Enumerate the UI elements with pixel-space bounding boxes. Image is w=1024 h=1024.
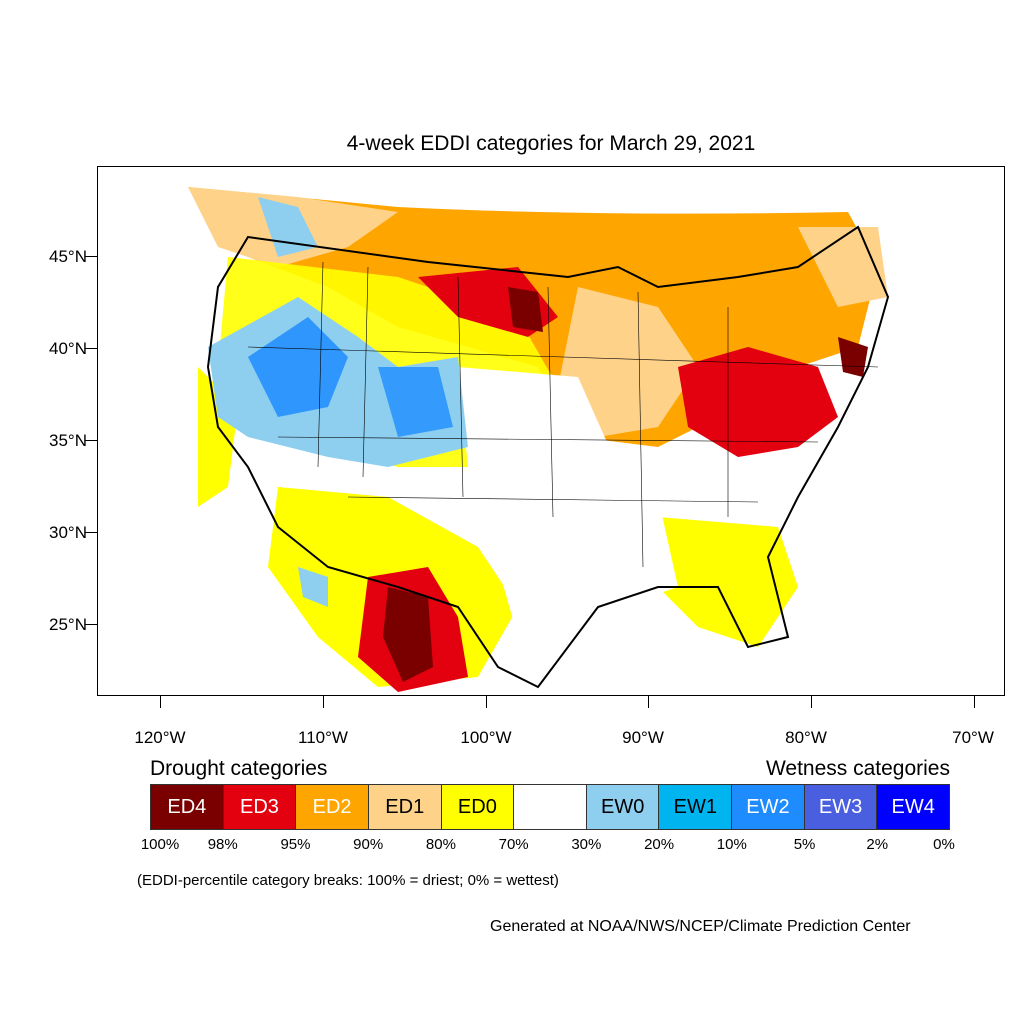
lat-tick (85, 532, 97, 533)
legend-box-ew3: EW3 (803, 784, 878, 830)
percentile-break-label: 100% (140, 836, 180, 853)
lat-label: 35°N (49, 431, 87, 450)
percentile-break-label: 5% (793, 836, 816, 853)
wetness-categories-heading: Wetness categories (765, 757, 950, 780)
percentile-break-label: 98% (207, 836, 238, 853)
percentile-break-label: 80% (425, 836, 456, 853)
lon-tick (323, 696, 324, 708)
ed4-region-northeast (838, 337, 868, 377)
lon-tick (486, 696, 487, 708)
legend-box-normal (513, 784, 587, 830)
percentile-break-label: 30% (571, 836, 602, 853)
ew1-region-colorado (378, 367, 453, 437)
drought-categories-heading: Drought categories (150, 757, 328, 780)
percentile-break-label: 70% (498, 836, 529, 853)
legend-box-ew1: EW1 (658, 784, 733, 830)
legend-box-ew2: EW2 (731, 784, 805, 830)
map-title: 4-week EDDI categories for March 29, 202… (346, 132, 756, 155)
legend-box-ed4: ED4 (150, 784, 224, 830)
legend-box-ed3: ED3 (222, 784, 297, 830)
lon-label: 70°W (952, 728, 994, 747)
lat-tick (85, 440, 97, 441)
lat-tick (85, 624, 97, 625)
percentile-break-label: 2% (866, 836, 889, 853)
percentile-break-label: 95% (280, 836, 311, 853)
ed1-region-east (558, 287, 698, 437)
legend-box-ed2: ED2 (295, 784, 369, 830)
ed3-region-ohio-valley (678, 347, 838, 457)
state-boundaries (247, 261, 879, 568)
lat-label: 25°N (49, 615, 87, 634)
normal-region-central (458, 367, 678, 607)
ew1-region-west (248, 317, 348, 417)
lon-label: 80°W (785, 728, 827, 747)
lon-label: 90°W (622, 728, 664, 747)
lon-label: 120°W (134, 728, 186, 747)
category-breaks-note: (EDDI-percentile category breaks: 100% =… (137, 872, 559, 889)
ed4-region-west-texas (383, 587, 433, 682)
lat-tick (85, 348, 97, 349)
ew0-region-baja (298, 567, 328, 607)
ed0-region-southeast (658, 517, 798, 647)
legend-box-ew4: EW4 (876, 784, 951, 830)
category-regions (188, 187, 888, 692)
category-legend: ED4 ED3 ED2 ED1 ED0 EW0 EW1 EW2 EW3 EW4 (150, 784, 951, 830)
ew0-region-northwest (258, 197, 318, 257)
credit-line: Generated at NOAA/NWS/NCEP/Climate Predi… (490, 918, 911, 935)
lat-label: 40°N (49, 339, 87, 358)
conus-outline (206, 225, 890, 689)
percentile-break-label: 20% (644, 836, 675, 853)
lon-tick (648, 696, 649, 708)
lon-label: 110°W (298, 728, 348, 747)
normal-region-texas (498, 497, 618, 647)
percentile-break-label: 90% (353, 836, 384, 853)
legend-box-ed1: ED1 (367, 784, 442, 830)
percentile-break-label: 10% (716, 836, 747, 853)
lon-tick (974, 696, 975, 708)
legend-box-ed0: ED0 (440, 784, 515, 830)
lat-label: 45°N (49, 247, 87, 266)
eddi-map-canvas (188, 187, 890, 692)
lat-tick (85, 256, 97, 257)
lon-label: 100°W (460, 728, 512, 747)
lon-tick (811, 696, 812, 708)
lat-label: 30°N (49, 523, 87, 542)
legend-box-ew0: EW0 (585, 784, 660, 830)
lon-tick (160, 696, 161, 708)
eddi-map (97, 166, 1005, 696)
ed4-region-dakotas (508, 287, 543, 332)
percentile-break-label: 0% (933, 836, 955, 853)
